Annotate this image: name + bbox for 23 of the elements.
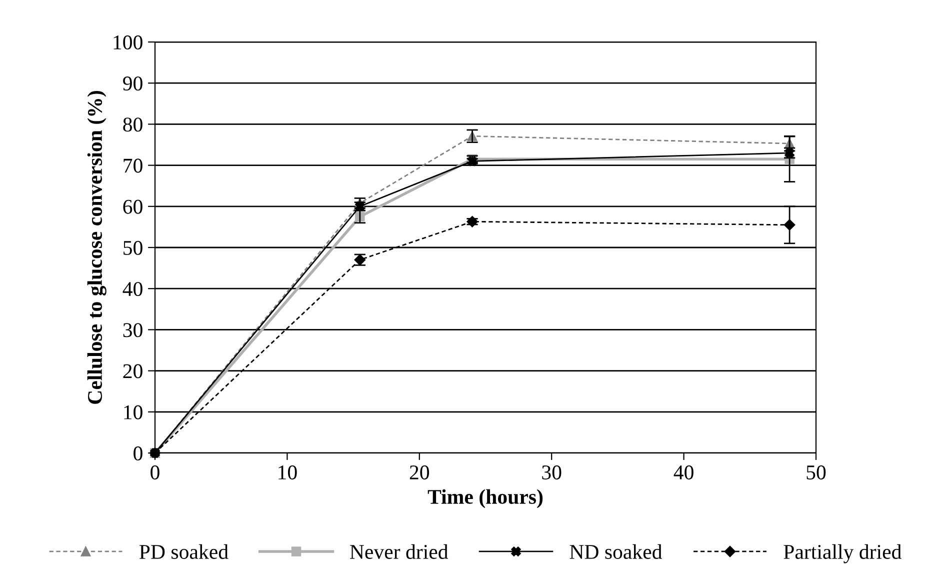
y-tick-label: 90 xyxy=(123,76,142,91)
x-tick-label: 40 xyxy=(674,465,694,480)
x-axis-title: Time (hours) xyxy=(428,489,543,508)
y-tick-label: 40 xyxy=(122,282,142,296)
x-tick-label: 50 xyxy=(806,465,826,480)
legend-label: Partially dried xyxy=(784,544,902,564)
y-tick-label: 10 xyxy=(124,405,142,420)
y-tick-label: 50 xyxy=(124,240,142,255)
y-tick-label: 30 xyxy=(123,323,142,338)
x-tick-label: 30 xyxy=(542,465,562,480)
y-tick-label: 70 xyxy=(124,158,142,173)
x-tick-label: 20 xyxy=(410,465,430,480)
legend-label: ND soaked xyxy=(570,544,662,559)
y-tick-label: 80 xyxy=(123,118,142,132)
y-axis-title: Cellulose to glucose conversion (%) xyxy=(87,91,106,404)
y-tick-label: 60 xyxy=(123,200,142,214)
legend-label: Never dried xyxy=(350,544,448,559)
y-tick-label: 100 xyxy=(114,35,142,50)
x-tick-label: 0 xyxy=(150,465,160,480)
y-tick-label: 0 xyxy=(134,446,142,460)
legend-label: PD soaked xyxy=(139,544,228,559)
y-tick-label: 20 xyxy=(123,364,142,378)
x-tick-label: 10 xyxy=(278,465,297,480)
